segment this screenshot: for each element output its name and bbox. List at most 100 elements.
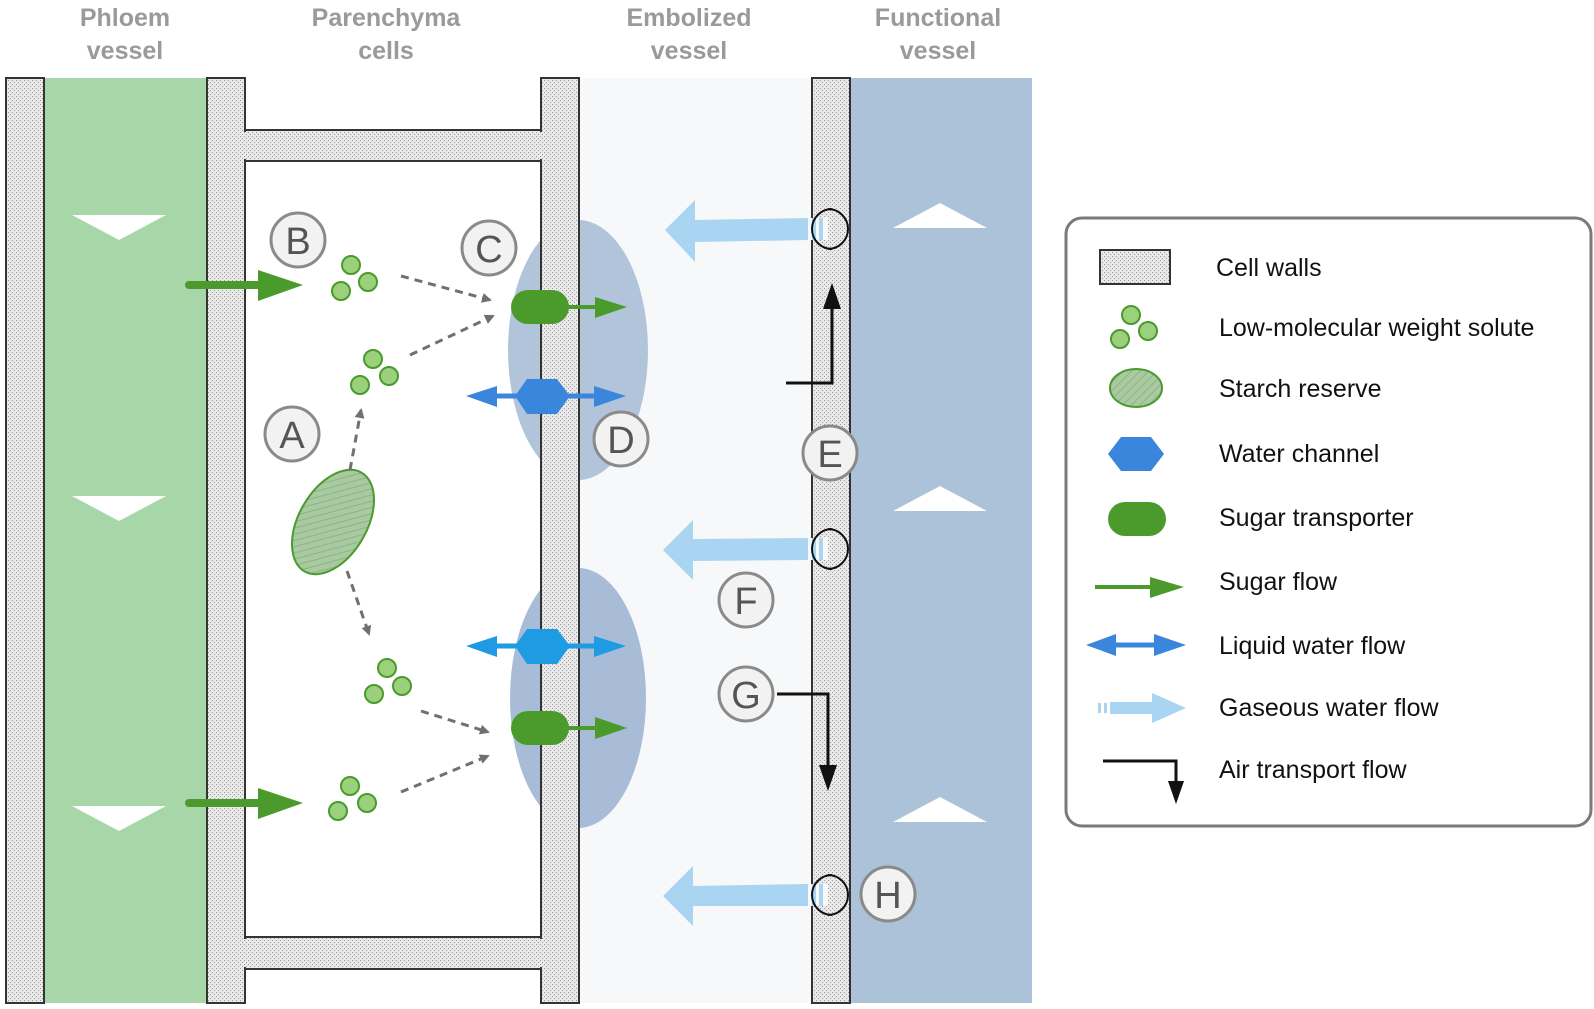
- functional-vessel: [850, 78, 1032, 1003]
- sugar-flow-arrow-upper: [258, 270, 303, 301]
- up-triangle: [893, 486, 987, 511]
- label-f: F: [717, 571, 775, 629]
- sugar-flow-arrow-lower: [258, 788, 303, 819]
- svg-text:A: A: [279, 415, 305, 457]
- down-triangle: [72, 806, 166, 831]
- water-channel-lower: [466, 629, 626, 664]
- starch-reserve: [291, 468, 375, 576]
- label-g: G: [717, 665, 775, 723]
- label-a: A: [263, 405, 321, 463]
- letter-labels: A B C D E F G H: [263, 211, 917, 923]
- pit-upper: [808, 208, 849, 250]
- dashed-arrow: [420, 709, 490, 735]
- down-triangle: [72, 496, 166, 521]
- water-channel-upper: [466, 379, 626, 414]
- dashed-arrow: [400, 274, 492, 303]
- legend-label: Sugar transporter: [1219, 504, 1414, 532]
- dashed-solute-arrows: [345, 274, 495, 794]
- header-parenchyma-line2: cells: [358, 37, 414, 65]
- water-channel-icon: [1108, 437, 1164, 471]
- legend-item-water-channel: Water channel: [1108, 437, 1379, 471]
- svg-text:D: D: [607, 420, 634, 462]
- header-phloem-line1: Phloem: [80, 4, 170, 32]
- dashed-arrow: [345, 570, 372, 636]
- legend-label: Starch reserve: [1219, 375, 1382, 403]
- legend-item-air-flow: Air transport flow: [1103, 756, 1408, 804]
- gas-arrow-middle: [663, 520, 808, 580]
- pit-lower: [808, 874, 849, 916]
- header-functional-line2: vessel: [900, 37, 976, 65]
- legend-item-liquid-flow: Liquid water flow: [1086, 632, 1406, 660]
- cell-wall-horizontal: [244, 129, 542, 162]
- label-h: H: [859, 865, 917, 923]
- legend-label: Water channel: [1219, 440, 1379, 468]
- gaseous-water-flows: [663, 200, 808, 926]
- label-b: B: [269, 211, 327, 269]
- header-parenchyma-line1: Parenchyma: [312, 4, 462, 32]
- legend-item-sugar-flow: Sugar flow: [1095, 568, 1338, 598]
- svg-text:B: B: [285, 221, 310, 263]
- svg-text:G: G: [731, 675, 761, 717]
- functional-flow-indicators: [893, 203, 987, 822]
- legend: Cell walls Low-molecular weight solute S…: [1064, 216, 1593, 828]
- solute-cluster-lower: [328, 776, 377, 821]
- header-embolized-line1: Embolized: [626, 4, 751, 32]
- dashed-arrow: [409, 314, 495, 357]
- cell-wall-horizontal: [244, 936, 542, 970]
- column-headers: Phloem vessel Parenchyma cells Embolized…: [80, 4, 1001, 65]
- solute-cluster-lower-mid: [364, 658, 412, 704]
- solute-clusters: [328, 255, 412, 821]
- starch-icon: [1109, 368, 1163, 408]
- sugar-transporter-lower: [511, 711, 627, 745]
- header-functional-line1: Functional: [875, 4, 1001, 32]
- cell-wall: [206, 77, 246, 1004]
- svg-text:C: C: [475, 229, 502, 271]
- cell-wall: [5, 77, 45, 1004]
- legend-box: [1064, 216, 1593, 828]
- sugar-flow-icon: [1095, 577, 1184, 598]
- cell-wall: [540, 77, 580, 1004]
- header-embolized-line2: vessel: [651, 37, 727, 65]
- legend-item-starch: Starch reserve: [1109, 368, 1382, 408]
- legend-label: Gaseous water flow: [1219, 694, 1439, 722]
- pit-middle: [808, 528, 849, 570]
- air-transport-flows: [777, 283, 841, 791]
- gas-arrow-upper: [665, 200, 808, 262]
- label-d: D: [592, 410, 650, 468]
- gaseous-flow-icon: [1098, 693, 1186, 723]
- legend-label: Sugar flow: [1219, 568, 1338, 596]
- legend-label: Air transport flow: [1219, 756, 1408, 784]
- air-flow-up: [786, 283, 841, 385]
- solute-cluster-b: [331, 255, 378, 301]
- liquid-flow-icon: [1086, 634, 1186, 656]
- legend-label: Liquid water flow: [1219, 632, 1406, 660]
- sugar-flows-from-phloem: [185, 270, 303, 819]
- label-c: C: [460, 219, 518, 277]
- label-e: E: [801, 424, 859, 482]
- svg-text:E: E: [817, 434, 842, 476]
- up-triangle: [893, 797, 987, 822]
- legend-item-sugar-transporter: Sugar transporter: [1108, 502, 1414, 536]
- legend-label: Cell walls: [1216, 254, 1322, 282]
- phloem-flow-indicators: [72, 215, 166, 831]
- air-flow-icon: [1103, 759, 1184, 804]
- down-triangle: [72, 215, 166, 240]
- dashed-arrow: [400, 754, 490, 794]
- header-phloem-line2: vessel: [87, 37, 163, 65]
- solute-icon: [1110, 305, 1158, 349]
- legend-label: Low-molecular weight solute: [1219, 314, 1534, 342]
- sugar-transporter-upper: [511, 290, 627, 324]
- cell-walls: [5, 77, 851, 1004]
- sugar-transporter-icon: [1108, 502, 1166, 536]
- up-triangle: [893, 203, 987, 228]
- legend-item-gaseous-flow: Gaseous water flow: [1098, 693, 1439, 723]
- cell-wall-swatch-icon: [1099, 249, 1171, 285]
- legend-item-cell-walls: Cell walls: [1099, 249, 1322, 285]
- svg-text:H: H: [874, 875, 901, 917]
- svg-text:F: F: [734, 581, 757, 623]
- dashed-arrow: [348, 408, 365, 471]
- gas-arrow-lower: [663, 866, 808, 926]
- air-flow-down: [777, 692, 837, 791]
- wall-pits: [808, 208, 849, 916]
